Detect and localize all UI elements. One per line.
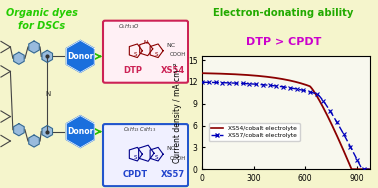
Text: $C_6H_{13}O$: $C_6H_{13}O$	[118, 22, 139, 31]
Text: COOH: COOH	[170, 52, 186, 57]
Text: N: N	[45, 91, 50, 97]
Y-axis label: Current density / mA cm⁻²: Current density / mA cm⁻²	[173, 62, 182, 163]
Text: CPDT: CPDT	[123, 170, 148, 179]
Text: $C_8H_{13}\ C_8H_{13}$: $C_8H_{13}\ C_8H_{13}$	[123, 126, 156, 134]
FancyBboxPatch shape	[103, 21, 188, 83]
Text: S: S	[133, 52, 137, 57]
Text: Organic dyes: Organic dyes	[6, 8, 77, 18]
Text: COOH: COOH	[170, 156, 186, 161]
Text: for DSCs: for DSCs	[18, 21, 65, 31]
Text: Donor: Donor	[67, 127, 93, 136]
Polygon shape	[42, 50, 53, 62]
Text: NC: NC	[166, 43, 175, 48]
Text: Donor: Donor	[67, 52, 93, 61]
Polygon shape	[42, 126, 53, 138]
Polygon shape	[29, 135, 39, 147]
Text: XS57: XS57	[161, 170, 185, 179]
FancyBboxPatch shape	[103, 124, 188, 186]
Text: N: N	[144, 40, 147, 45]
Text: XS54: XS54	[161, 66, 185, 75]
Text: NC: NC	[166, 146, 175, 151]
Text: S: S	[154, 155, 158, 160]
Text: DTP: DTP	[123, 66, 142, 75]
Polygon shape	[67, 40, 94, 72]
Text: DTP > CPDT: DTP > CPDT	[246, 37, 321, 47]
Polygon shape	[14, 124, 24, 136]
Text: Electron-donating ability: Electron-donating ability	[213, 8, 354, 18]
Text: S: S	[133, 155, 137, 160]
Polygon shape	[14, 52, 24, 64]
Polygon shape	[29, 41, 39, 53]
Polygon shape	[67, 116, 94, 148]
Text: S: S	[154, 52, 158, 57]
Legend: XS54/cobalt electrolyte, XS57/cobalt electrolyte: XS54/cobalt electrolyte, XS57/cobalt ele…	[209, 123, 299, 141]
